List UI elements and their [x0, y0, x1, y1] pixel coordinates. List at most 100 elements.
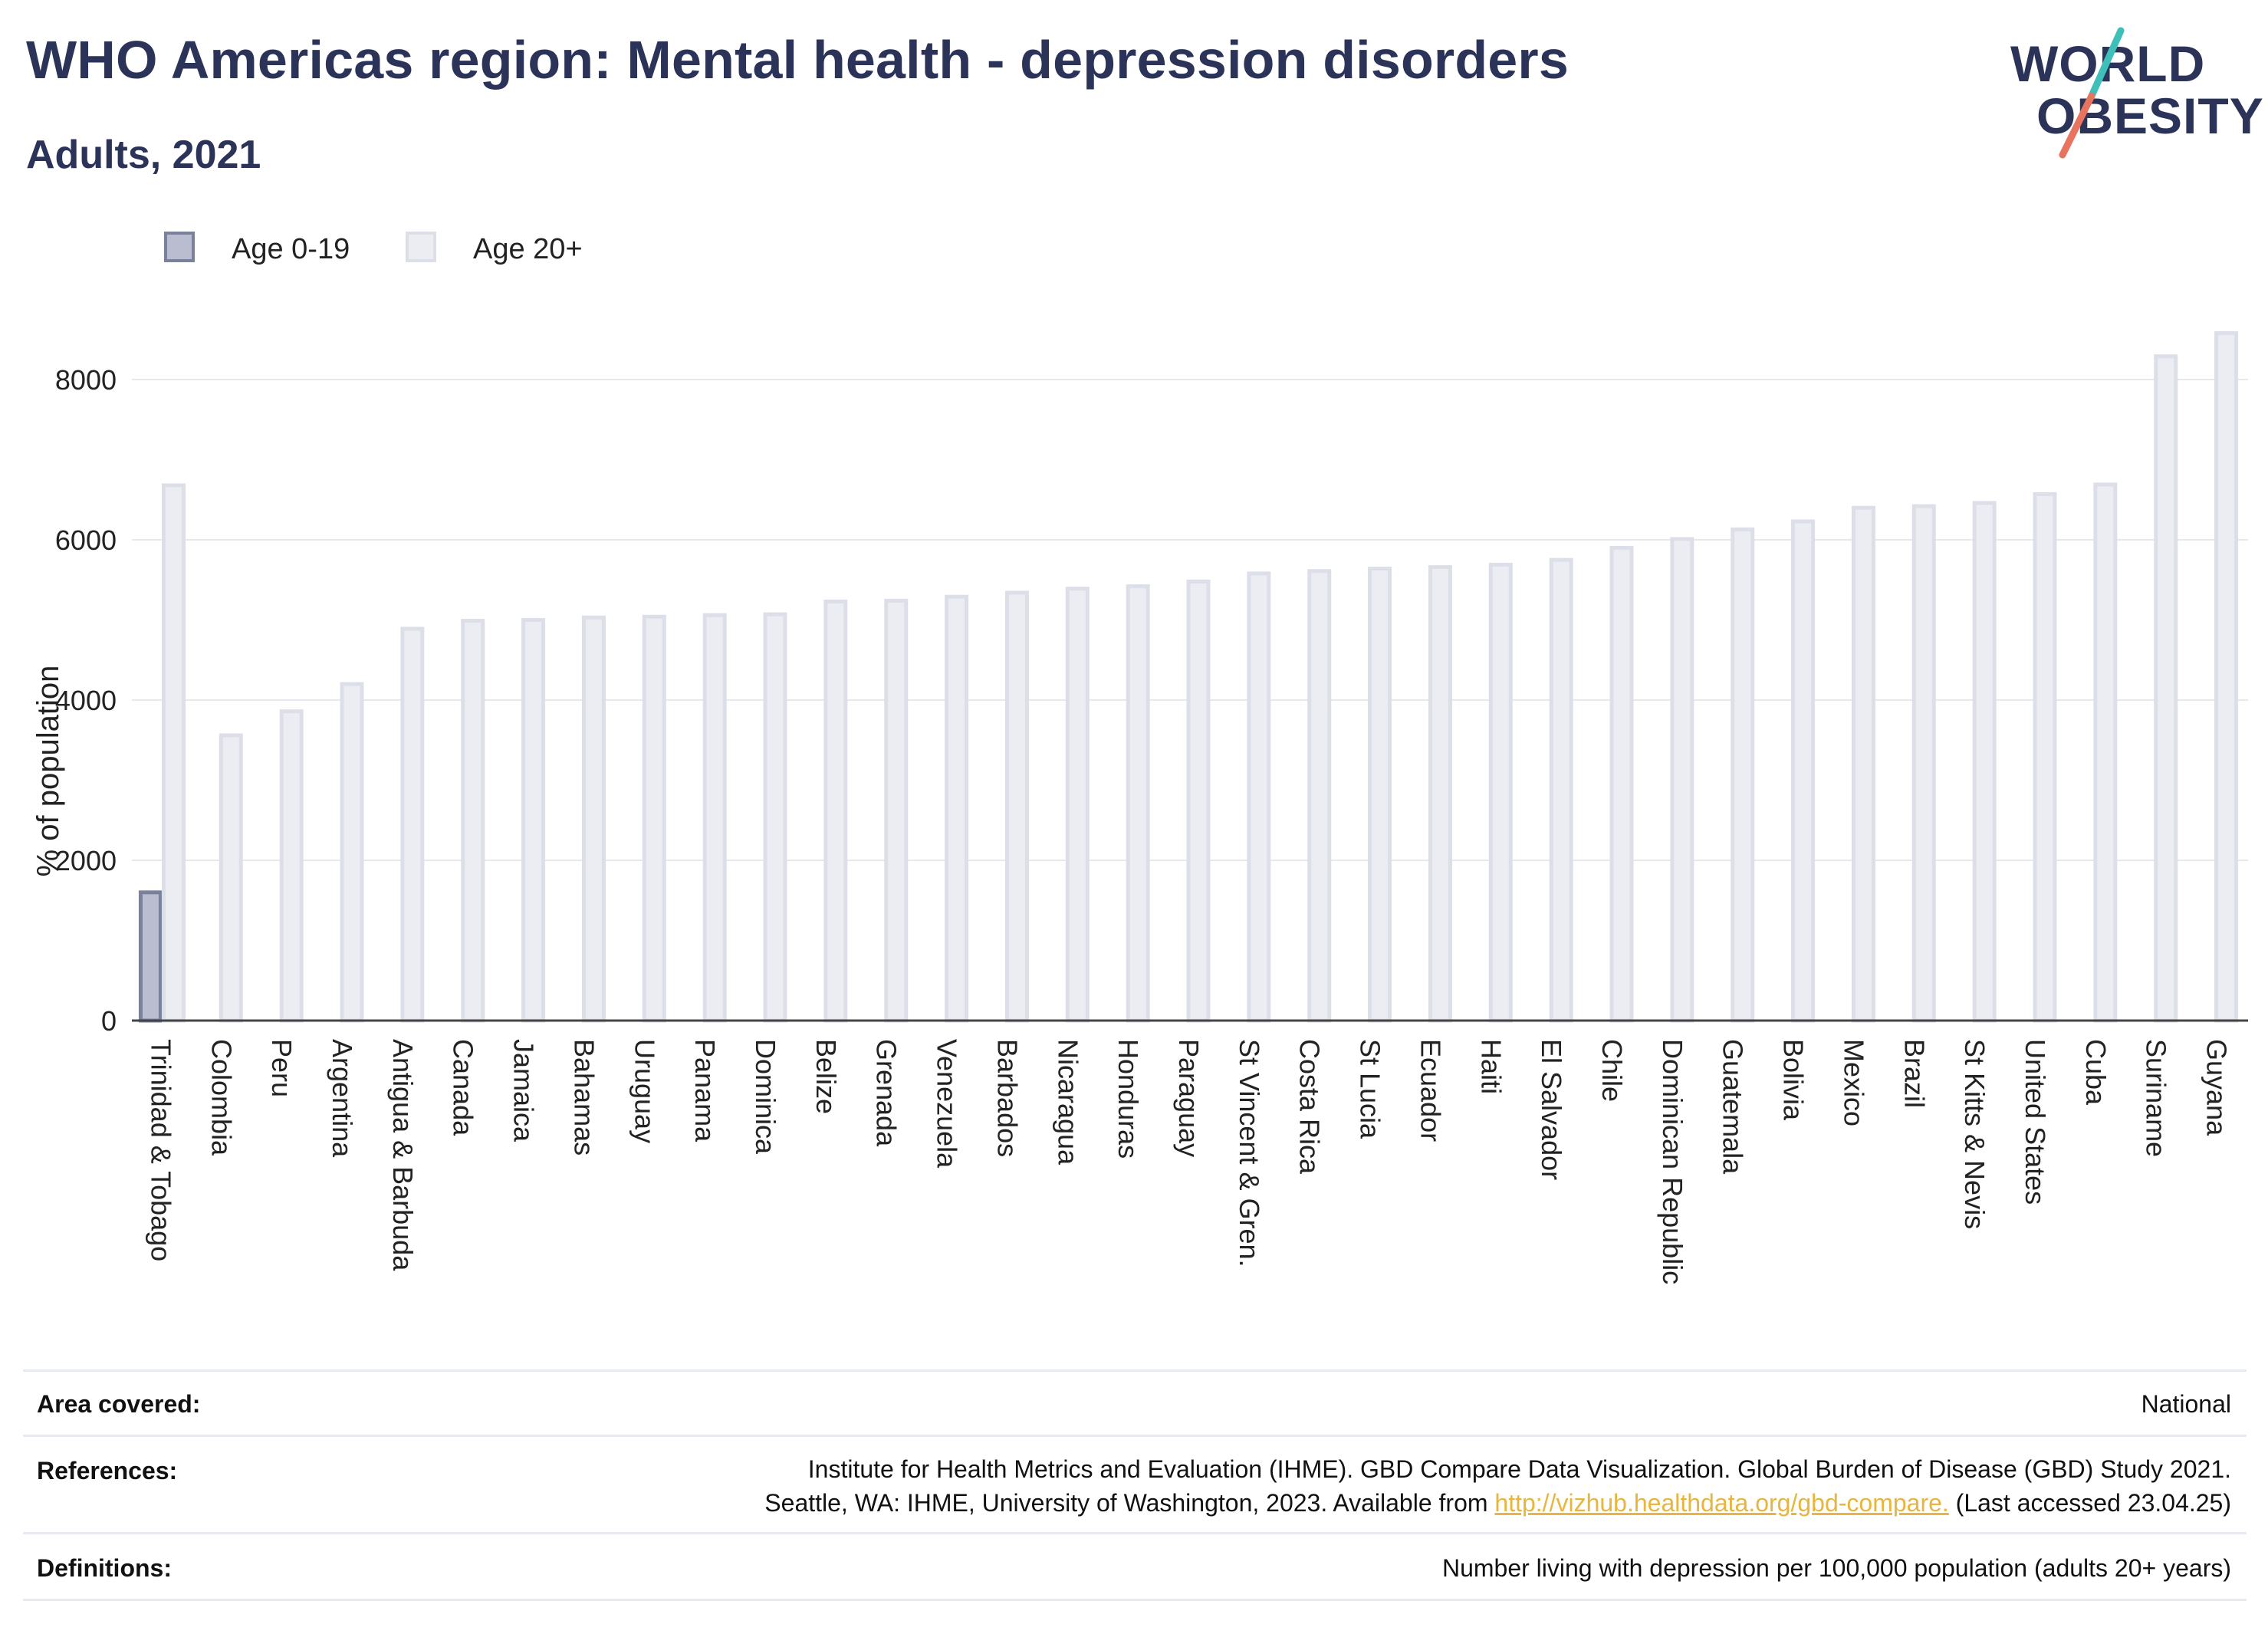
x-tick-label-guatemala: Guatemala — [1717, 1039, 1749, 1175]
x-tick-label-united-states: United States — [2020, 1039, 2051, 1205]
y-axis-title: % of population — [31, 666, 65, 877]
x-tick-label-brazil: Brazil — [1898, 1039, 1930, 1108]
definitions-label: Definitions: — [37, 1554, 172, 1582]
x-tick-label-ecuador: Ecuador — [1415, 1039, 1446, 1142]
bar-age-20-plus-jamaica — [521, 618, 546, 1023]
bar-age-20-plus-brazil — [1911, 504, 1936, 1023]
x-tick-label-peru: Peru — [266, 1039, 297, 1097]
chart-title: WHO Americas region: Mental health - dep… — [26, 30, 1570, 90]
bar-age-20-plus-united-states — [2033, 492, 2057, 1023]
x-tick-label-st-vincent-and-gren: St Vincent & Gren. — [1234, 1039, 1265, 1267]
x-tick-label-trinidad-and-tobago: Trinidad & Tobago — [145, 1039, 176, 1261]
bar-age-20-plus-guatemala — [1731, 527, 1755, 1023]
x-tick-label-jamaica: Jamaica — [508, 1039, 540, 1142]
references-line-2-start: Seattle, WA: IHME, University of Washing… — [764, 1489, 1488, 1517]
y-tick-label-4000: 4000 — [55, 685, 117, 716]
x-tick-label-mexico: Mexico — [1838, 1039, 1869, 1126]
legend-swatch-age-0-19 — [164, 232, 195, 262]
bar-age-20-plus-paraguay — [1186, 579, 1211, 1023]
bar-age-20-plus-bahamas — [581, 615, 606, 1023]
x-tick-label-uruguay: Uruguay — [629, 1039, 660, 1143]
bar-age-20-plus-st-vincent-and-gren — [1247, 571, 1271, 1023]
x-tick-label-bahamas: Bahamas — [568, 1039, 600, 1156]
bar-age-20-plus-guyana — [2214, 330, 2239, 1023]
x-tick-label-suriname: Suriname — [2141, 1039, 2172, 1157]
bar-age-20-plus-colombia — [219, 733, 243, 1023]
bar-age-20-plus-dominica — [763, 612, 787, 1023]
bar-age-20-plus-el-salvador — [1549, 557, 1573, 1023]
area-covered-value: National — [2141, 1390, 2231, 1418]
references-link[interactable]: http://vizhub.healthdata.org/gbd-compare… — [1494, 1489, 1949, 1517]
x-tick-label-el-salvador: El Salvador — [1536, 1039, 1567, 1180]
x-tick-label-st-lucia: St Lucia — [1355, 1039, 1386, 1139]
x-tick-label-dominica: Dominica — [750, 1039, 781, 1155]
definitions-value: Number living with depression per 100,00… — [1441, 1554, 2231, 1582]
x-tick-label-argentina: Argentina — [327, 1039, 358, 1158]
bar-age-20-plus-venezuela — [945, 594, 969, 1023]
chart-subtitle: Adults, 2021 — [26, 133, 261, 177]
x-tick-label-dominican-republic: Dominican Republic — [1657, 1039, 1688, 1284]
x-tick-label-guyana: Guyana — [2201, 1039, 2233, 1136]
bar-age-20-plus-cuba — [2093, 482, 2118, 1023]
bar-age-20-plus-trinidad-and-tobago — [161, 483, 186, 1023]
x-tick-label-belize: Belize — [810, 1039, 842, 1114]
x-tick-label-chile: Chile — [1596, 1039, 1628, 1102]
bar-age-20-plus-panama — [702, 613, 727, 1023]
references-label: References: — [37, 1457, 178, 1484]
x-tick-label-barbados: Barbados — [991, 1039, 1023, 1157]
x-tick-label-honduras: Honduras — [1113, 1039, 1144, 1159]
legend-label-age-0-19: Age 0-19 — [232, 233, 350, 265]
x-tick-label-costa-rica: Costa Rica — [1294, 1039, 1326, 1175]
references-text: Institute for Health Metrics and Evaluat… — [764, 1452, 2231, 1520]
footer-row-definitions: Definitions: Number living with depressi… — [23, 1532, 2247, 1601]
x-tick-label-st-kitts-and-nevis: St Kitts & Nevis — [1959, 1039, 1990, 1229]
y-tick-label-0: 0 — [101, 1005, 117, 1037]
chart-footer: Area covered: National References: Insti… — [23, 1369, 2247, 1601]
y-tick-label-2000: 2000 — [55, 845, 117, 876]
y-tick-label-6000: 6000 — [55, 524, 117, 556]
x-tick-label-cuba: Cuba — [2080, 1039, 2112, 1106]
x-tick-label-venezuela: Venezuela — [932, 1039, 963, 1169]
x-tick-label-antigua-and-barbuda: Antigua & Barbuda — [387, 1039, 419, 1271]
y-tick-label-8000: 8000 — [55, 364, 117, 396]
bar-age-20-plus-uruguay — [642, 614, 666, 1023]
x-tick-label-canada: Canada — [448, 1039, 479, 1136]
bar-age-20-plus-suriname — [2154, 354, 2178, 1023]
bar-age-20-plus-bolivia — [1791, 519, 1816, 1023]
x-tick-label-colombia: Colombia — [205, 1039, 237, 1156]
bar-age-20-plus-nicaragua — [1065, 587, 1090, 1023]
footer-row-references: References: Institute for Health Metrics… — [23, 1435, 2247, 1532]
bar-age-20-plus-canada — [461, 619, 485, 1023]
bar-chart: 0 2000 4000 6000 8000 % of population Trinidad… — [31, 330, 2248, 1284]
x-tick-label-grenada: Grenada — [871, 1039, 902, 1147]
legend-swatch-age-20-plus — [406, 232, 436, 262]
bar-age-20-plus-mexico — [1851, 505, 1875, 1023]
bar-age-20-plus-costa-rica — [1307, 569, 1332, 1023]
bar-age-20-plus-chile — [1609, 545, 1634, 1023]
world-obesity-logo: WORLD OBESITY — [2006, 23, 2263, 161]
references-line-2-end: (Last accessed 23.04.25) — [1955, 1489, 2231, 1517]
bar-age-20-plus-grenada — [884, 598, 909, 1023]
x-tick-label-panama: Panama — [689, 1039, 721, 1142]
bar-age-20-plus-barbados — [1004, 590, 1029, 1023]
x-tick-label-bolivia: Bolivia — [1778, 1039, 1809, 1121]
x-tick-label-haiti: Haiti — [1475, 1039, 1507, 1094]
footer-row-area: Area covered: National — [23, 1369, 2247, 1435]
bar-age-20-plus-belize — [823, 599, 848, 1023]
x-tick-label-nicaragua: Nicaragua — [1052, 1039, 1083, 1165]
area-covered-label: Area covered: — [37, 1390, 201, 1418]
references-line-2: Seattle, WA: IHME, University of Washing… — [764, 1486, 2231, 1520]
bar-age-20-plus-st-kitts-and-nevis — [1972, 501, 1997, 1023]
references-line-1: Institute for Health Metrics and Evaluat… — [807, 1455, 2231, 1483]
bar-age-0-19-trinidad-and-tobago — [138, 890, 163, 1023]
bar-age-20-plus-haiti — [1488, 562, 1513, 1023]
logo-slash-icon — [2059, 27, 2125, 159]
bar-age-20-plus-argentina — [340, 682, 364, 1023]
bar-age-20-plus-dominican-republic — [1670, 537, 1694, 1023]
x-tick-label-paraguay: Paraguay — [1173, 1039, 1205, 1157]
bar-age-20-plus-peru — [279, 709, 304, 1023]
bar-age-20-plus-antigua-and-barbuda — [400, 626, 425, 1023]
bar-age-20-plus-st-lucia — [1368, 567, 1392, 1023]
bar-age-20-plus-honduras — [1126, 584, 1150, 1023]
legend-label-age-20-plus: Age 20+ — [473, 233, 583, 265]
